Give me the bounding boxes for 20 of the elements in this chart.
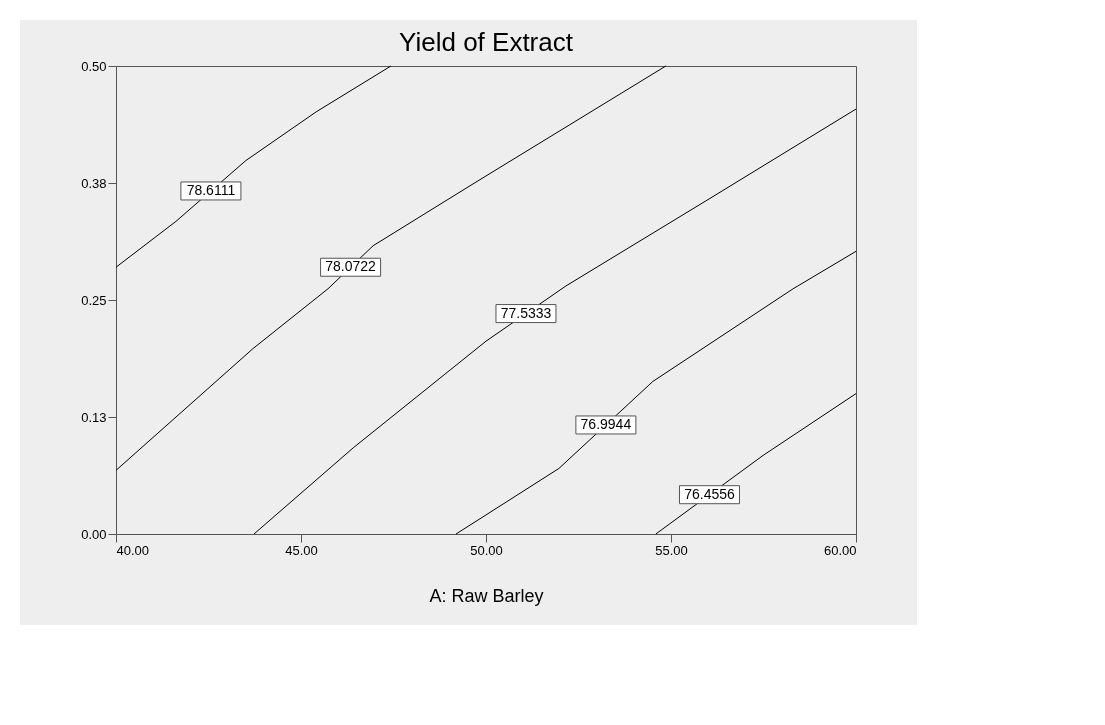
series-label: 76.9944 [580,415,632,432]
line-series [115,65,667,471]
y-tick-label: 0.50 [81,58,107,74]
series-label: 78.0722 [325,258,377,275]
x-tick-label: 40.00 [116,542,150,558]
x-tick-label: 45.00 [285,542,318,558]
x-axis-title: A: Raw Barley [429,585,544,606]
x-tick-label: 55.00 [655,542,688,558]
x-tick-label: 50.00 [470,542,503,558]
x-tick-label: 60.00 [823,542,857,558]
series-label: 78.6111 [186,181,236,198]
y-tick-label: 0.25 [81,292,107,308]
y-tick-label: 0.13 [81,409,107,425]
y-tick-label: 0.38 [81,175,107,191]
line-series [253,108,857,535]
chart-title: Yield of Extract [399,27,574,57]
series-label: 77.5333 [500,304,552,321]
line-series [455,250,857,535]
series-label: 76.4556 [684,485,735,502]
y-tick-label: 0.00 [81,526,107,542]
